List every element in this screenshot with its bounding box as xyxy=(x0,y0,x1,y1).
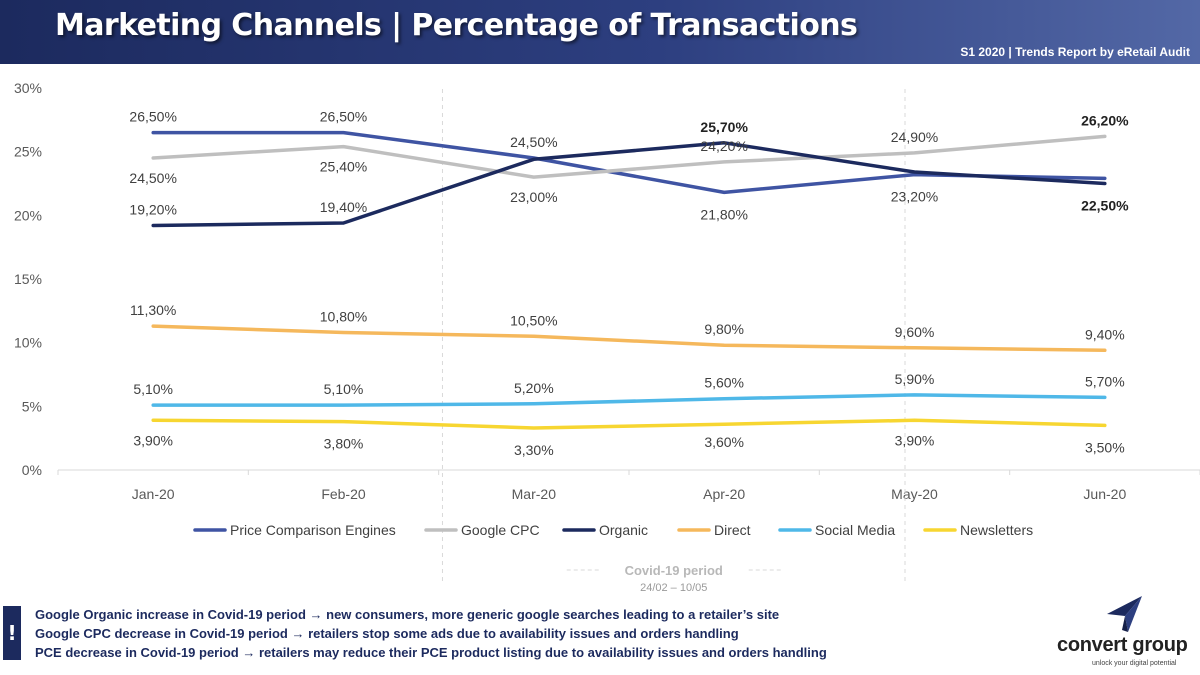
covid-period-label: Covid-19 period xyxy=(625,563,723,578)
data-label: 24,50% xyxy=(129,170,176,186)
chart-legend: Price Comparison Engines Google CPC Organi… xyxy=(193,522,1033,538)
covid-period-dates: 24/02 – 10/05 xyxy=(640,582,707,594)
legend-label: Organic xyxy=(599,522,648,538)
data-label: 25,70% xyxy=(700,119,748,135)
series-line-organic xyxy=(151,141,1107,228)
data-labels: 26,50% 26,50% 24,50% 21,80% 23,20% 24,50% 25,4… xyxy=(129,109,1129,458)
axis-layer: 0% 5% 10% 15% 20% 25% 30% Jan-20 Feb-20 Mar-20 Apr… xyxy=(14,80,1200,502)
logo-arrow-icon xyxy=(1107,596,1142,632)
y-tick-label: 10% xyxy=(14,335,42,351)
data-label: 5,90% xyxy=(895,371,935,387)
x-tick-label: Apr-20 xyxy=(703,486,745,502)
legend-label: Newsletters xyxy=(960,522,1033,538)
series-lines xyxy=(151,130,1107,430)
data-label: 19,40% xyxy=(320,199,367,215)
data-label: 24,90% xyxy=(891,129,938,145)
line-chart: 0% 5% 10% 15% 20% 25% 30% Jan-20 Feb-20 Mar-20 Apr… xyxy=(14,80,1200,594)
data-label: 23,00% xyxy=(510,189,557,205)
data-label: 24,20% xyxy=(700,138,747,154)
x-tick-label: Jan-20 xyxy=(132,486,175,502)
data-label: 26,20% xyxy=(1081,112,1129,128)
data-label: 19,20% xyxy=(129,202,176,218)
data-label: 9,40% xyxy=(1085,326,1125,342)
data-label: 10,50% xyxy=(510,312,557,328)
legend-label: Google CPC xyxy=(461,522,540,538)
x-tick-label: Jun-20 xyxy=(1083,486,1126,502)
y-tick-label: 5% xyxy=(22,398,42,414)
y-tick-label: 25% xyxy=(14,144,42,160)
report-subtitle: S1 2020 | Trends Report by eRetail Audit xyxy=(960,45,1190,59)
data-label: 9,80% xyxy=(704,321,744,337)
data-label: 3,80% xyxy=(324,436,364,452)
data-label: 9,60% xyxy=(895,324,935,340)
data-label: 3,60% xyxy=(704,434,744,450)
data-label: 22,50% xyxy=(1081,198,1129,214)
data-label: 3,50% xyxy=(1085,439,1125,455)
data-label: 3,90% xyxy=(133,432,173,448)
series-line-google-cpc xyxy=(151,134,1107,179)
data-label: 5,20% xyxy=(514,380,554,396)
data-label: 5,10% xyxy=(133,381,173,397)
data-label: 21,80% xyxy=(700,206,747,222)
logo-tagline: unlock your digital potential xyxy=(1092,660,1177,667)
data-label: 23,20% xyxy=(891,189,938,205)
data-label: 5,60% xyxy=(704,375,744,391)
series-line-price-comparison-engines xyxy=(151,130,1107,195)
note-organic: Google Organic increase in Covid-19 peri… xyxy=(35,607,780,622)
data-label: 3,90% xyxy=(895,432,935,448)
series-line-direct xyxy=(151,324,1107,353)
legend-label: Social Media xyxy=(815,522,895,538)
series-line-newsletters xyxy=(151,418,1107,430)
data-label: 26,50% xyxy=(320,109,367,125)
note-pce: PCE decrease in Covid-19 period → retail… xyxy=(35,645,827,660)
data-label: 3,30% xyxy=(514,442,554,458)
series-line-social-media xyxy=(151,393,1107,407)
legend-label: Direct xyxy=(714,522,751,538)
data-label: 24,50% xyxy=(510,134,557,150)
note-cpc: Google CPC decrease in Covid-19 period →… xyxy=(35,626,739,641)
y-tick-label: 20% xyxy=(14,207,42,223)
data-label: 10,80% xyxy=(320,308,367,324)
x-tick-label: Feb-20 xyxy=(321,486,366,502)
insights-panel: ! Google Organic increase in Covid-19 pe… xyxy=(0,602,900,664)
logo-name: convert group xyxy=(1057,634,1188,656)
legend-label: Price Comparison Engines xyxy=(230,522,396,538)
alert-icon: ! xyxy=(3,606,21,660)
data-label: 5,70% xyxy=(1085,373,1125,389)
y-tick-label: 0% xyxy=(22,462,42,478)
data-label: 26,50% xyxy=(129,109,176,125)
data-label: 25,40% xyxy=(320,159,367,175)
x-tick-label: Mar-20 xyxy=(512,486,557,502)
y-tick-label: 30% xyxy=(14,80,42,96)
company-logo: convert group unlock your digital potent… xyxy=(1040,590,1200,675)
data-label: 11,30% xyxy=(130,302,176,318)
x-tick-label: May-20 xyxy=(891,486,938,502)
header-banner: Marketing Channels | Percentage of Trans… xyxy=(0,0,1200,64)
y-tick-label: 15% xyxy=(14,271,42,287)
page-title: Marketing Channels | Percentage of Trans… xyxy=(55,8,858,43)
data-label: 5,10% xyxy=(324,381,364,397)
